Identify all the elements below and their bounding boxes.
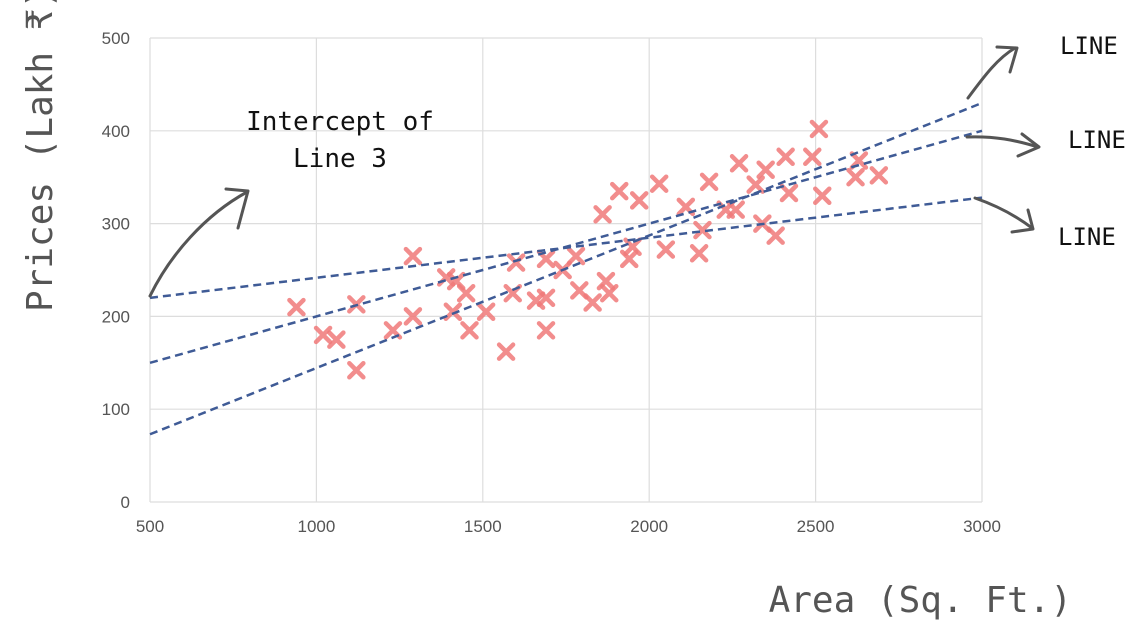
line-top-arrow xyxy=(966,46,1017,100)
data-point xyxy=(813,186,832,206)
x-tick-label: 3000 xyxy=(963,517,1001,536)
data-point xyxy=(536,288,556,308)
data-point xyxy=(746,175,765,194)
data-point xyxy=(600,283,619,303)
data-point xyxy=(729,154,749,173)
data-point xyxy=(456,283,476,303)
intercept-arrow-head xyxy=(224,187,250,230)
y-tick-label: 400 xyxy=(102,122,130,141)
data-point xyxy=(756,160,775,180)
line-label-bottom: LINE xyxy=(1058,223,1116,251)
intercept-annotation-line-1: Intercept of xyxy=(246,107,434,137)
intercept-arrow xyxy=(148,190,249,298)
data-point xyxy=(629,191,649,210)
y-tick-label: 300 xyxy=(102,215,130,234)
data-point xyxy=(593,205,612,224)
data-point xyxy=(536,321,556,340)
data-point xyxy=(776,147,795,167)
y-tick-label: 100 xyxy=(102,400,130,419)
x-tick-label: 1500 xyxy=(464,517,502,536)
data-point xyxy=(476,302,496,322)
data-point xyxy=(693,220,712,240)
line-bottom-arrow-head xyxy=(1010,208,1035,234)
data-point xyxy=(327,330,346,349)
x-tick-label: 2500 xyxy=(797,517,835,536)
grid-lines xyxy=(149,37,983,503)
line-top-arrow-head xyxy=(995,45,1019,74)
data-point xyxy=(460,321,479,340)
data-point xyxy=(609,181,629,201)
line-mid-arrow-head xyxy=(1016,132,1041,158)
data-point xyxy=(699,172,719,192)
regression-line-2 xyxy=(149,129,983,365)
y-tick-labels: 0 100 200 300 400 500 xyxy=(102,29,130,512)
y-axis-title: Prices (Lakh ₹) xyxy=(20,0,61,312)
data-point xyxy=(287,297,306,317)
data-point xyxy=(403,307,423,326)
data-point xyxy=(506,253,526,272)
data-point xyxy=(726,200,745,219)
data-point xyxy=(809,119,829,139)
data-point xyxy=(496,342,516,361)
data-point xyxy=(583,293,602,312)
line-label-mid: LINE xyxy=(1068,126,1126,154)
y-tick-label: 500 xyxy=(102,29,130,48)
data-point xyxy=(869,166,889,185)
intercept-annotation-line-2: Line 3 xyxy=(293,144,387,174)
x-tick-label: 2000 xyxy=(630,517,668,536)
data-point xyxy=(566,246,586,266)
line-label-top: LINE xyxy=(1060,32,1118,60)
regression-lines xyxy=(149,101,983,436)
data-point xyxy=(403,246,423,266)
data-point xyxy=(766,226,785,245)
x-tick-labels: 500 1000 1500 2000 2500 3000 xyxy=(136,517,1001,536)
line-bottom-arrow xyxy=(973,196,1034,230)
y-tick-label: 0 xyxy=(121,493,130,512)
y-tick-label: 200 xyxy=(102,307,130,326)
data-point xyxy=(846,167,865,187)
data-point xyxy=(347,360,366,380)
data-point xyxy=(689,244,709,263)
data-point xyxy=(803,147,822,167)
regression-line-3 xyxy=(149,101,983,436)
data-point xyxy=(443,302,463,322)
data-point xyxy=(779,183,799,203)
data-point xyxy=(623,237,642,257)
data-point xyxy=(649,174,669,193)
x-tick-label: 500 xyxy=(136,517,164,536)
line-mid-arrow xyxy=(965,135,1040,149)
x-axis-title: Area (Sq. Ft.) xyxy=(769,580,1072,621)
data-point xyxy=(313,325,333,345)
data-point xyxy=(656,240,676,259)
x-tick-label: 1000 xyxy=(297,517,335,536)
